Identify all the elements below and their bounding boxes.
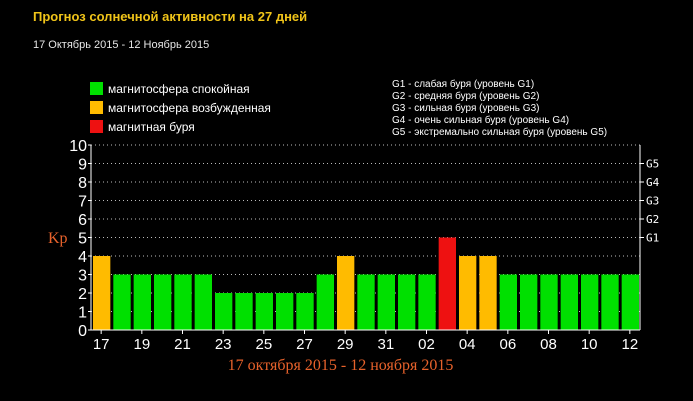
x-tick-label: 19 [133, 336, 150, 353]
bar [560, 274, 578, 330]
bar [418, 274, 436, 330]
bar [235, 293, 253, 330]
legend-swatch-storm [90, 120, 103, 133]
x-tick-label: 12 [621, 336, 638, 353]
legend-swatch-active [90, 101, 103, 114]
date-range-caption: 17 октября 2015 - 12 ноября 2015 [0, 357, 693, 375]
x-tick-label: 31 [377, 336, 394, 353]
legend-label-quiet: магнитосфера спокойная [108, 81, 250, 96]
bar [154, 274, 172, 330]
bar [621, 274, 639, 330]
bar [377, 274, 395, 330]
legend-label-storm: магнитная буря [108, 119, 195, 134]
y-tick-label: 8 [78, 175, 87, 192]
y-axis-label: Kp [48, 230, 68, 247]
x-tick-label: 25 [255, 336, 272, 353]
bar [520, 274, 538, 330]
bar [316, 274, 334, 330]
bar [93, 256, 111, 330]
x-tick-label: 17 [93, 336, 110, 353]
y-tick-label: 10 [69, 138, 87, 155]
bar [215, 293, 233, 330]
legend-item-storm: магнитная буря [90, 117, 271, 136]
y-tick-label: 3 [78, 268, 87, 285]
x-tick-label: 08 [540, 336, 557, 353]
bar [479, 256, 497, 330]
bar [357, 274, 375, 330]
bar [601, 274, 619, 330]
bar [276, 293, 294, 330]
storm-level-g5: G5 - экстремально сильная буря (уровень … [392, 127, 608, 138]
bar [174, 274, 192, 330]
bar [499, 274, 517, 330]
g-tick-label: G3 [646, 195, 659, 208]
x-tick-label: 02 [418, 336, 435, 353]
y-tick-label: 9 [78, 157, 87, 174]
x-tick-label: 10 [581, 336, 598, 353]
storm-level-g3: G3 - сильная буря (уровень G3) [392, 103, 540, 114]
storm-level-legend: G1 - слабая буря (уровень G1) G2 - средн… [392, 79, 607, 139]
bar [337, 256, 355, 330]
x-tick-label: 04 [459, 336, 476, 353]
bar [438, 237, 456, 330]
bar [398, 274, 416, 330]
x-tick-label: 06 [499, 336, 516, 353]
legend-swatch-quiet [90, 82, 103, 95]
g-tick-label: G4 [646, 176, 660, 189]
chart-subtitle: 17 Октябрь 2015 - 12 Ноябрь 2015 [33, 39, 210, 51]
y-tick-label: 5 [78, 231, 87, 248]
legend: магнитосфера спокойная магнитосфера возб… [90, 79, 271, 136]
bar [255, 293, 273, 330]
chart-title: Прогноз солнечной активности на 27 дней [33, 9, 308, 24]
bar [581, 274, 599, 330]
x-tick-label: 21 [174, 336, 191, 353]
bar [296, 293, 314, 330]
y-tick-label: 0 [78, 323, 87, 340]
bar [113, 274, 131, 330]
storm-level-g2: G2 - средняя буря (уровень G2) [392, 91, 540, 102]
x-tick-label: 23 [215, 336, 232, 353]
bar [540, 274, 558, 330]
storm-level-g4: G4 - очень сильная буря (уровень G4) [392, 115, 570, 126]
legend-item-quiet: магнитосфера спокойная [90, 79, 271, 98]
g-tick-label: G1 [646, 232, 659, 245]
g-tick-label: G5 [646, 158, 659, 171]
storm-level-g1: G1 - слабая буря (уровень G1) [392, 79, 535, 90]
legend-item-active: магнитосфера возбужденная [90, 98, 271, 117]
y-tick-label: 4 [78, 249, 87, 266]
y-tick-label: 2 [78, 286, 87, 303]
x-tick-label: 27 [296, 336, 313, 353]
y-tick-label: 6 [78, 212, 87, 229]
bar [459, 256, 477, 330]
bar [194, 274, 212, 330]
bar [133, 274, 151, 330]
date-range-text: 17 октября 2015 - 12 ноября 2015 [227, 357, 454, 374]
y-tick-label: 1 [78, 305, 87, 322]
x-tick-label: 29 [337, 336, 354, 353]
g-tick-label: G2 [646, 213, 659, 226]
y-tick-label: 7 [78, 194, 87, 211]
legend-label-active: магнитосфера возбужденная [108, 100, 271, 115]
